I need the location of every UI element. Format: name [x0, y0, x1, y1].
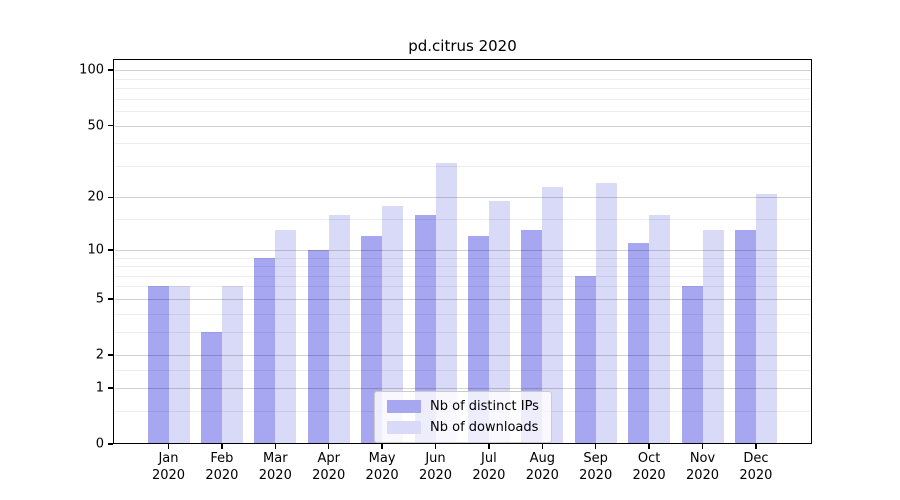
y-tick-label-20: 20: [87, 189, 104, 205]
x-tick-label-jul: Jul 2020: [472, 451, 506, 483]
y-tick-1: [108, 387, 113, 389]
gridline-minor-9: [114, 257, 811, 259]
gridline-minor-70: [114, 98, 811, 100]
x-tick-sep: [594, 444, 597, 449]
bar-downloads-may: [382, 205, 404, 443]
gridline-minor-80: [114, 88, 811, 90]
bar-ips-jan: [147, 286, 169, 443]
bar-ips-mar: [254, 257, 276, 443]
chart-title: pd.citrus 2020: [408, 37, 517, 55]
y-tick-label-10: 10: [87, 242, 104, 258]
x-tick-oct: [648, 444, 650, 449]
x-tick-label-apr: Apr 2020: [312, 451, 346, 483]
x-tick-label-dec: Dec 2020: [739, 451, 773, 483]
bar-ips-dec: [734, 230, 756, 443]
x-tick-aug: [541, 444, 544, 449]
y-tick-5: [108, 298, 113, 300]
gridline-major-5: [114, 298, 811, 300]
bar-ips-oct: [628, 242, 650, 443]
x-tick-feb: [221, 444, 223, 449]
y-tick-label-0: 0: [95, 436, 104, 452]
y-tick-2: [108, 354, 113, 356]
x-tick-label-mar: Mar 2020: [258, 451, 292, 483]
gridline-minor-4: [114, 313, 811, 315]
bar-downloads-oct: [649, 214, 671, 443]
bar-downloads-apr: [328, 214, 350, 443]
gridline-major-2: [114, 355, 811, 357]
y-tick-100: [108, 69, 113, 71]
x-tick-label-sep: Sep 2020: [579, 451, 613, 483]
legend-item-distinct-ips: Nb of distinct IPs: [387, 398, 539, 415]
bar-downloads-dec: [755, 193, 777, 443]
x-tick-label-jan: Jan 2020: [151, 451, 186, 483]
bar-downloads-jul: [488, 201, 510, 443]
gridline-major-1: [114, 387, 811, 389]
bar-ips-sep: [574, 275, 596, 443]
x-tick-jan: [167, 444, 170, 449]
bar-ips-nov: [681, 286, 703, 443]
x-tick-dec: [755, 444, 757, 449]
gridline-minor-8: [114, 266, 811, 268]
y-tick-50: [108, 124, 113, 127]
gridline-minor-7: [114, 275, 811, 277]
bar-ips-apr: [307, 249, 329, 443]
gridline-minor-90: [114, 78, 811, 80]
bar-downloads-jun: [435, 163, 457, 443]
x-tick-jul: [488, 444, 490, 449]
gridline-minor-6: [114, 286, 811, 288]
legend-label-downloads: Nb of downloads: [430, 420, 539, 435]
gridline-major-50: [114, 125, 811, 127]
x-tick-label-oct: Oct 2020: [632, 451, 666, 483]
y-tick-label-50: 50: [87, 118, 104, 134]
x-tick-jun: [434, 444, 437, 449]
x-tick-nov: [701, 444, 704, 449]
y-tick-20: [108, 196, 113, 199]
x-tick-label-aug: Aug 2020: [525, 451, 559, 483]
legend: Nb of distinct IPs Nb of downloads: [374, 391, 552, 443]
x-tick-label-jun: Jun 2020: [418, 451, 453, 483]
y-tick-label-2: 2: [95, 347, 104, 363]
legend-label-distinct-ips: Nb of distinct IPs: [430, 399, 539, 414]
gridline-minor-15: [114, 219, 811, 221]
y-tick-label-100: 100: [79, 62, 104, 78]
y-tick-10: [108, 249, 113, 251]
gridline-minor-40: [114, 143, 811, 145]
y-tick-label-1: 1: [95, 380, 104, 396]
bar-downloads-aug: [542, 186, 564, 443]
bar-downloads-feb: [221, 286, 243, 443]
x-tick-label-nov: Nov 2020: [685, 451, 720, 483]
gridline-major-10: [114, 249, 811, 251]
bar-downloads-mar: [275, 230, 297, 443]
y-tick-0: [108, 443, 113, 445]
x-tick-label-feb: Feb 2020: [205, 451, 239, 483]
bar-ips-jun: [414, 214, 436, 443]
legend-swatch-distinct-ips: [387, 400, 421, 413]
bar-ips-aug: [521, 230, 543, 443]
x-tick-apr: [327, 444, 330, 449]
gridline-major-20: [114, 197, 811, 199]
gridline-minor-30: [114, 165, 811, 167]
bar-downloads-nov: [702, 230, 724, 443]
legend-swatch-downloads: [387, 421, 421, 434]
gridline-major-100: [114, 70, 811, 72]
x-tick-mar: [274, 444, 277, 449]
gridline-minor-60: [114, 111, 811, 113]
bar-ips-feb: [200, 331, 222, 443]
x-tick-may: [381, 444, 383, 449]
bar-downloads-jan: [168, 286, 190, 443]
y-tick-label-5: 5: [95, 291, 104, 307]
x-tick-label-may: May 2020: [365, 451, 399, 483]
gridline-minor-3: [114, 331, 811, 333]
gridline-minor-1_5: [114, 369, 811, 371]
legend-item-downloads: Nb of downloads: [387, 419, 539, 436]
bar-downloads-sep: [595, 183, 617, 443]
